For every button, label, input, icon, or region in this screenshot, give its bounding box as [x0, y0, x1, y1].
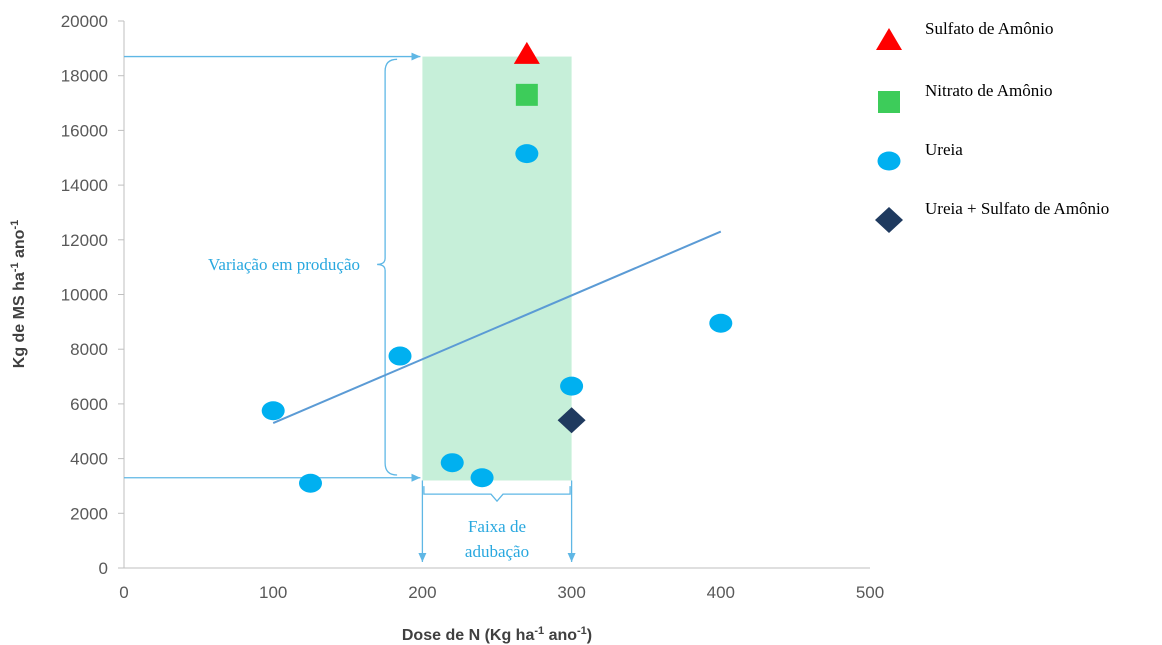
circle-data-point: [261, 401, 285, 421]
x-tick-label: 0: [119, 583, 128, 602]
x-tick-labels: 0 100 200 300 400 500: [119, 583, 884, 602]
y-tick-label: 8000: [70, 340, 108, 359]
legend-circle-icon: [877, 151, 901, 171]
y-tick-labels: 0 2000 4000 6000 8000 10000 12000 14000 16000 180…: [61, 12, 124, 578]
y-tick-label: 14000: [61, 176, 108, 195]
y-axis-title: Kg de MS ha-1 ano-1: [9, 220, 28, 368]
legend-triangle-icon: [876, 28, 902, 50]
y-tick-label: 12000: [61, 231, 108, 250]
trendline: [272, 230, 722, 424]
legend: Sulfato de Amônio Nitrato de Amônio Ureia U…: [875, 19, 1109, 233]
y-tick-label: 4000: [70, 450, 108, 469]
circle-data-point: [470, 468, 494, 488]
legend-label: Sulfato de Amônio: [925, 19, 1053, 38]
circle-data-point: [440, 453, 464, 473]
legend-square-icon: [878, 91, 900, 113]
circle-data-point: [560, 376, 584, 396]
fertilization-band-label-line1: Faixa de: [468, 517, 526, 536]
x-tick-label: 100: [259, 583, 287, 602]
x-axis-title: Dose de N (Kg ha-1 ano-1): [402, 625, 592, 644]
circle-data-point: [299, 473, 322, 493]
circle-data-point: [709, 313, 733, 333]
production-variation-bracket: [377, 58, 398, 476]
fertilization-band-bracket: [423, 486, 571, 503]
legend-label: Ureia: [925, 140, 963, 159]
fertilization-band-label-line2: adubação: [465, 542, 529, 561]
square-data-point: [515, 83, 538, 106]
legend-label: Nitrato de Amônio: [925, 81, 1052, 100]
y-tick-label: 18000: [61, 67, 108, 86]
production-variation-label: Variação em produção: [208, 255, 360, 274]
y-tick-label: 16000: [61, 121, 108, 140]
y-tick-label: 2000: [70, 504, 108, 523]
x-tick-label: 400: [707, 583, 735, 602]
circle-data-point: [388, 346, 412, 366]
y-tick-label: 6000: [70, 395, 108, 414]
y-tick-label: 20000: [61, 12, 108, 31]
diamond-data-point: [557, 407, 586, 434]
annotation-layer: Variação em produção Faixa de adubação: [124, 52, 576, 562]
y-tick-label: 10000: [61, 286, 108, 305]
legend-label: Ureia + Sulfato de Amônio: [925, 199, 1109, 218]
fertilization-band: [422, 56, 572, 481]
x-tick-label: 300: [557, 583, 585, 602]
x-tick-label: 200: [408, 583, 436, 602]
y-tick-label: 0: [99, 559, 108, 578]
fertilization-band-layer: [422, 56, 572, 481]
x-tick-label: 500: [856, 583, 884, 602]
legend-diamond-icon: [875, 207, 903, 233]
circle-data-point: [515, 144, 539, 164]
data-points: [261, 41, 733, 493]
triangle-data-point: [513, 41, 540, 64]
trendline-layer: [272, 230, 722, 424]
